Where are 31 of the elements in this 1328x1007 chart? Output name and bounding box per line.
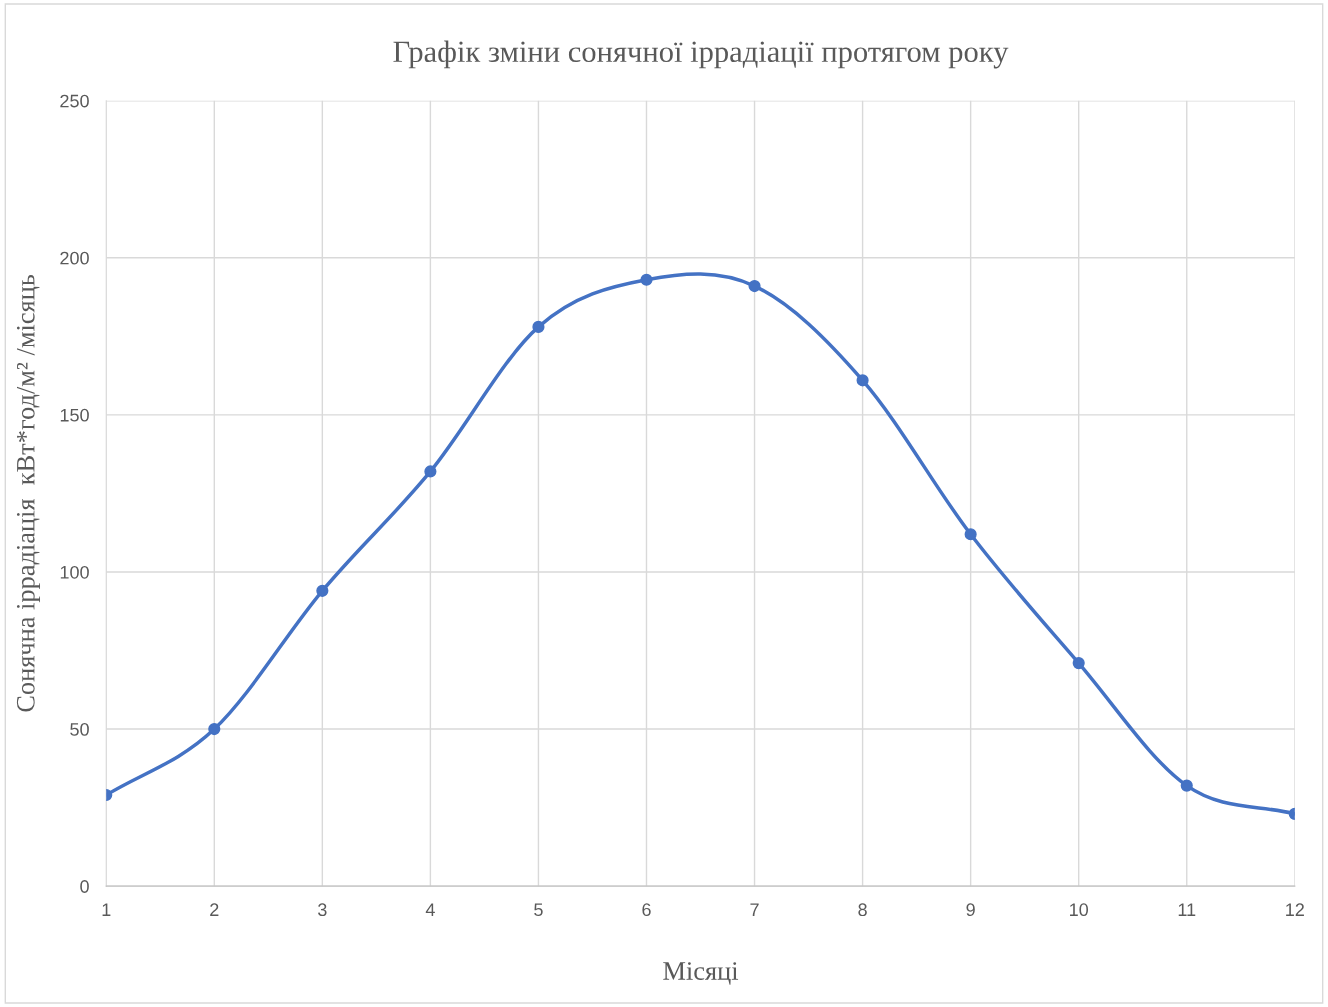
x-tick-label: 12 <box>1286 903 1304 916</box>
point <box>640 273 653 286</box>
point <box>748 279 761 293</box>
y-tick-label: 0 <box>80 880 89 893</box>
x-tick-label: 5 <box>534 903 543 917</box>
chart-title: Графік зміни сонячної іррадіації протягом року <box>393 40 1009 69</box>
x-axis-title: Місяці <box>663 962 739 985</box>
x-tick-label: 2 <box>210 903 219 916</box>
y-tick-label: 100 <box>60 565 89 579</box>
point <box>856 374 869 387</box>
y-tick-label: 50 <box>70 723 89 736</box>
x-tick-label: 4 <box>425 903 435 916</box>
point <box>964 528 977 541</box>
point <box>316 584 329 597</box>
x-tick-label: 6 <box>642 903 651 917</box>
point <box>424 465 437 478</box>
y-tick-label: 250 <box>60 94 89 108</box>
x-tick-label: 1 <box>102 903 111 916</box>
x-tick-label: 9 <box>966 903 975 917</box>
y-tick-label: 200 <box>60 251 89 265</box>
y-tick-label: 150 <box>60 408 89 422</box>
point <box>208 722 221 736</box>
point <box>532 320 545 333</box>
x-tick-label: 8 <box>858 903 867 917</box>
x-tick-label: 10 <box>1070 903 1089 917</box>
x-tick-label: 7 <box>750 903 759 916</box>
point <box>1180 779 1193 792</box>
x-tick-label: 3 <box>318 903 327 917</box>
point <box>1072 657 1085 670</box>
x-tick-label: 11 <box>1178 903 1196 916</box>
y-axis-title: Сонячна іррадіація кВт*год/м² /місяць <box>16 274 41 712</box>
